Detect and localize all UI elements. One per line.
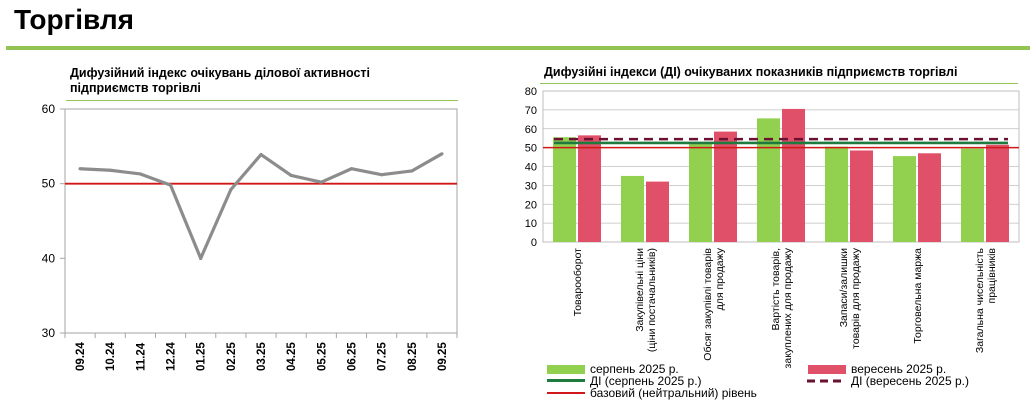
- right-x-tick-label: Обсяг закупівлі товарів для продажу: [702, 247, 726, 360]
- right-y-tick-label: 20: [525, 199, 537, 211]
- right-x-tick-label-line: Торговельна маржа: [912, 248, 924, 344]
- bar-august: [553, 137, 576, 242]
- left-x-tick-label: 08.25: [407, 342, 419, 371]
- right-x-tick-label-line: для продажу: [714, 247, 726, 310]
- bar-september: [578, 135, 601, 242]
- left-x-tick-label: 09.24: [75, 342, 87, 371]
- right-y-tick-label: 50: [525, 143, 537, 155]
- left-data-point: [259, 152, 263, 157]
- bar-september: [850, 150, 873, 242]
- bar-august: [961, 148, 984, 242]
- left-data-point: [168, 183, 173, 187]
- left-data-point: [78, 167, 82, 171]
- bar-september: [714, 131, 737, 242]
- right-x-tick-label-line: Загальна чисельність: [974, 247, 986, 353]
- bar-august: [893, 156, 916, 242]
- left-data-point: [410, 169, 414, 173]
- left-data-point: [380, 173, 384, 177]
- bar-august: [757, 118, 780, 242]
- left-x-tick-label: 12.24: [166, 342, 178, 371]
- left-x-tick-label: 02.25: [226, 342, 238, 371]
- bar-august: [689, 142, 712, 242]
- legend-label-di-august: ДІ (серпень 2025 р.): [590, 374, 702, 388]
- left-y-tick-label: 30: [42, 326, 56, 340]
- bar-august: [825, 146, 848, 242]
- left-x-tick-label: 07.25: [377, 342, 389, 371]
- right-y-tick-label: 30: [525, 180, 537, 192]
- legend-label-august: серпень 2025 р.: [590, 362, 679, 376]
- left-x-tick-label: 05.25: [316, 342, 328, 371]
- right-chart-title-rule: [540, 83, 1018, 84]
- left-x-tick-label: 11.24: [135, 342, 147, 371]
- bar-september: [918, 153, 941, 242]
- left-y-tick-label: 40: [42, 251, 56, 265]
- bar-september: [646, 181, 669, 242]
- left-data-point: [289, 173, 293, 178]
- right-x-tick-label: Загальна чисельність працівників: [974, 247, 998, 353]
- right-x-tick-label: Торговельна маржа: [912, 248, 924, 344]
- left-data-point: [199, 256, 203, 260]
- right-y-tick-label: 60: [525, 124, 537, 136]
- right-x-tick-label-line: (ціни постачальників): [646, 248, 658, 352]
- right-x-tick-label-line: товарів для продажу: [850, 247, 862, 349]
- right-chart-title: Дифузійні індекси (ДІ) очікуваних показн…: [544, 65, 958, 79]
- right-x-tick-label-line: Товарооборот: [572, 248, 584, 317]
- left-x-tick-label: 10.24: [105, 342, 117, 371]
- left-x-tick-label: 04.25: [286, 342, 298, 371]
- title-divider: [6, 46, 1030, 50]
- legend-label-baseline: базовий (нейтральний) рівень: [590, 386, 757, 400]
- bar-september: [782, 108, 805, 243]
- right-x-tick-label-line: Закупівельні ціни: [634, 248, 646, 332]
- legend-swatch-di-september: [807, 379, 845, 383]
- right-y-tick-label: 80: [525, 86, 537, 98]
- left-data-point: [319, 180, 323, 184]
- right-y-tick-label: 10: [525, 218, 537, 230]
- legend-swatch-baseline: [547, 392, 585, 394]
- left-data-point: [349, 167, 354, 171]
- bar-august: [621, 175, 644, 242]
- left-x-tick-label: 06.25: [346, 342, 358, 371]
- right-x-tick-label-line: Обсяг закупівлі товарів: [702, 248, 714, 361]
- left-chart-title: Дифузійний індекс очікувань ділової акти…: [70, 66, 371, 95]
- legend-swatch-august: [547, 365, 585, 374]
- legend-swatch-di-august: [547, 379, 585, 382]
- legend-label-di-september: ДІ (вересень 2025 р.): [851, 374, 969, 388]
- right-x-tick-label-line: працівників: [986, 248, 998, 304]
- right-y-tick-label: 0: [531, 237, 537, 249]
- right-x-tick-label-line: Запаси/залишки: [838, 248, 850, 327]
- left-chart-title-rule: [66, 100, 458, 101]
- left-data-point: [229, 188, 233, 192]
- right-y-tick-label: 40: [525, 162, 537, 174]
- left-x-tick-label: 01.25: [196, 342, 208, 371]
- right-x-tick-label-line: Вартість товарів,: [770, 248, 782, 331]
- right-x-tick-label-line: закуплених для продажу: [782, 247, 794, 368]
- right-y-tick-label: 70: [525, 105, 537, 117]
- legend-swatch-september: [808, 365, 846, 374]
- page-title: Торгівля: [14, 4, 134, 35]
- left-plot-area: [64, 108, 458, 334]
- left-y-tick-label: 50: [42, 177, 56, 191]
- bar-september: [986, 144, 1009, 242]
- left-x-tick-label: 09.25: [437, 342, 449, 371]
- right-x-tick-label: Закупівельні ціни (ціни постачальників): [634, 248, 658, 352]
- left-x-tick-label: 03.25: [256, 342, 268, 371]
- right-x-tick-label: Товарооборот: [572, 248, 584, 317]
- left-line-chart: 30 40 50 60 09.24 10.24 11.24 12.24 01.25 02.25 03…: [42, 102, 458, 371]
- left-data-point: [440, 152, 444, 156]
- right-x-tick-label: Вартість товарів, закуплених для продажу: [770, 247, 794, 368]
- legend-label-september: вересень 2025 р.: [851, 362, 947, 376]
- left-y-tick-label: 60: [42, 102, 56, 116]
- left-data-point: [138, 172, 142, 176]
- right-x-tick-label: Запаси/залишки товарів для продажу: [838, 247, 862, 349]
- left-data-point: [108, 168, 112, 172]
